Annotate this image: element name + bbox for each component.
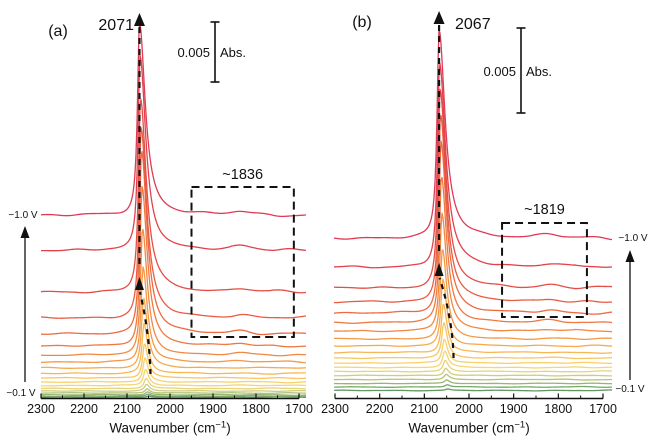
peak-wavenumber-label: 2067	[455, 16, 491, 33]
peak-wavenumber-label: 2071	[98, 17, 134, 34]
x-tick-label: 1700	[285, 402, 313, 416]
spectrum-curve	[40, 54, 307, 252]
spectrum-curve	[333, 388, 612, 392]
spectrum-curve	[333, 359, 613, 373]
x-tick-label: 2300	[27, 402, 55, 416]
spectrum-curve	[40, 126, 307, 319]
scalebar-unit-label: Abs.	[220, 45, 246, 60]
spectrum-curve	[333, 212, 613, 333]
spectrum-curve	[40, 185, 307, 348]
spectrum-curve	[40, 297, 307, 369]
peak-shift-dashed-arrow	[438, 277, 455, 359]
panel-label: (a)	[48, 23, 68, 40]
spectrum-curve	[40, 377, 307, 390]
spectrum-curve	[41, 383, 306, 393]
peak-shift-arrowhead-icon	[134, 277, 144, 290]
band-region-box	[501, 222, 588, 318]
spectrum-curve	[333, 140, 613, 315]
x-tick-label: 2000	[455, 402, 483, 416]
peak-shift-arrowhead-icon	[434, 263, 444, 276]
spectrum-curve	[40, 391, 307, 397]
peak-shift-dashed-arrow	[138, 291, 152, 375]
x-tick-label: 2100	[410, 402, 438, 416]
spectrum-curve	[40, 393, 307, 398]
x-tick-label: 2100	[113, 402, 141, 416]
potential-bottom-label: −0.1 V	[6, 388, 36, 399]
spectrum-curve	[40, 357, 307, 384]
spectrum-curve	[333, 367, 613, 377]
potential-bottom-label: −0.1 V	[615, 384, 645, 395]
x-tick-label: 2200	[366, 402, 394, 416]
band-box-label: ~1836	[222, 167, 263, 183]
spectrum-curve	[40, 369, 307, 387]
spectrum-curve	[333, 350, 613, 369]
spectrum-curve	[40, 266, 307, 364]
band-region-box	[190, 186, 295, 338]
band-box-label: ~1819	[524, 202, 565, 218]
spectrum-curve	[40, 98, 307, 294]
spectrum-curve	[40, 23, 307, 218]
spectrum-curve	[333, 373, 613, 381]
spectrum-curve	[333, 88, 613, 290]
spectrum-curve	[40, 151, 307, 336]
x-tick-label: 1700	[589, 402, 617, 416]
spectrum-curve	[333, 384, 613, 388]
x-tick-label: 2000	[156, 402, 184, 416]
peak-arrowhead-icon	[133, 13, 145, 26]
spectrum-curve	[40, 388, 307, 394]
x-tick-label: 2200	[70, 402, 98, 416]
scalebar-value: 0.005	[177, 45, 210, 60]
potential-arrowhead-icon	[20, 226, 30, 238]
spectrum-curve	[40, 228, 307, 357]
spectrum-curve	[333, 249, 613, 341]
spectrum-curve	[40, 322, 306, 375]
spectrum-curve	[333, 176, 613, 324]
potential-top-label: −1.0 V	[8, 210, 38, 221]
scalebar-value: 0.005	[483, 64, 516, 79]
x-tick-label: 1800	[242, 402, 270, 416]
spectrum-curve	[333, 338, 613, 365]
potential-arrowhead-icon	[625, 250, 635, 262]
spectrum-curve	[333, 322, 613, 360]
x-tick-label: 1900	[199, 402, 227, 416]
spectrum-curve	[333, 303, 613, 354]
x-tick-label: 1900	[500, 402, 528, 416]
x-tick-label: 2300	[321, 402, 349, 416]
scalebar-unit-label: Abs.	[526, 64, 552, 79]
potential-top-label: −1.0 V	[618, 233, 648, 244]
spectrum-curve	[333, 278, 613, 348]
spectrum-curve	[333, 63, 613, 269]
spectrum-curve	[333, 379, 613, 385]
panel-label: (b)	[352, 14, 372, 31]
peak-arrowhead-icon	[433, 11, 445, 24]
spectrum-curve	[333, 114, 613, 304]
x-axis-title: Wavenumber (cm−1)	[408, 420, 529, 436]
spectrum-curve	[333, 29, 613, 241]
x-axis-title: Wavenumber (cm−1)	[109, 420, 230, 436]
x-tick-label: 1800	[544, 402, 572, 416]
spectrum-curve	[40, 343, 307, 380]
